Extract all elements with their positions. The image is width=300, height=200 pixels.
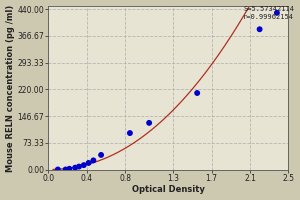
- X-axis label: Optical Density: Optical Density: [132, 185, 205, 194]
- Point: [147, 121, 152, 124]
- Point: [257, 28, 262, 31]
- Text: S=5.57342114
r=0.99962154: S=5.57342114 r=0.99962154: [243, 6, 294, 20]
- Point: [195, 91, 200, 95]
- Point: [67, 167, 72, 170]
- Point: [128, 131, 132, 135]
- Point: [86, 161, 91, 165]
- Point: [63, 168, 68, 171]
- Point: [274, 11, 279, 14]
- Point: [91, 159, 96, 162]
- Point: [56, 168, 60, 171]
- Point: [81, 164, 86, 167]
- Y-axis label: Mouse RELN concentration (pg /ml): Mouse RELN concentration (pg /ml): [6, 4, 15, 172]
- Point: [99, 153, 103, 157]
- Point: [73, 166, 78, 169]
- Point: [76, 165, 81, 168]
